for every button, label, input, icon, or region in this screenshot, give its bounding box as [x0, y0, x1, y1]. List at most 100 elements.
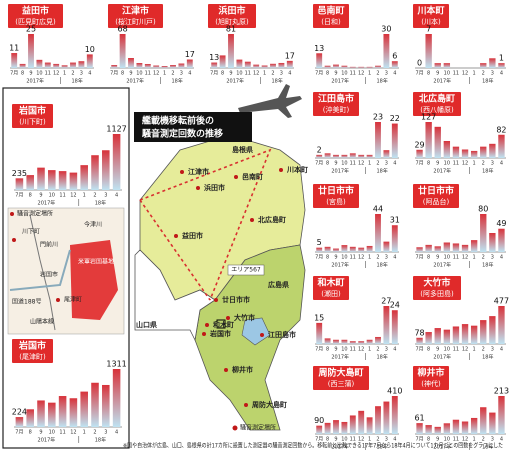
value-label: 7 [426, 25, 431, 34]
bar [78, 61, 85, 68]
bar [244, 61, 251, 68]
bar [480, 407, 487, 434]
chart-subtitle: (桜江町川戸) [115, 17, 156, 26]
x-tick-label: 11 [245, 71, 251, 77]
x-tick-label: 8 [221, 71, 224, 77]
x-tick-label: 4 [393, 161, 396, 167]
x-tick-label: 8 [326, 347, 329, 353]
bar [341, 245, 348, 252]
x-tick-label: 3 [385, 255, 388, 261]
x-tick-label: 12 [358, 161, 364, 167]
value-label: 44 [373, 205, 383, 214]
x-tick-label: 12 [358, 255, 364, 261]
inset-label: 尾津町 [64, 297, 82, 304]
x-tick-label: 8 [427, 437, 430, 443]
bar [452, 146, 460, 158]
bar [375, 122, 381, 158]
inset-dot [12, 238, 16, 242]
year-label: 18年 [95, 437, 106, 444]
bar [461, 421, 469, 434]
site-dot [224, 368, 228, 372]
bar [461, 324, 469, 344]
value-label: 24 [390, 301, 400, 310]
x-tick-label: 12 [70, 430, 76, 436]
x-tick-label: 3 [491, 255, 494, 261]
x-tick-label: 9 [334, 71, 337, 77]
value-label: 1311 [106, 360, 126, 369]
x-tick-label: 2 [482, 437, 485, 443]
year-label: 2017年 [433, 168, 451, 175]
value-label: 10 [85, 45, 95, 54]
x-tick-label: 11 [350, 437, 356, 443]
value-label: 17 [185, 50, 195, 59]
chart-subtitle: (阿多田島) [420, 289, 454, 298]
x-tick-label: 8 [427, 255, 430, 261]
x-tick-label: 10 [236, 71, 242, 77]
bar [391, 225, 398, 252]
x-tick-label: 11 [145, 71, 151, 77]
chart-subtitle: (西八幡原) [420, 105, 454, 114]
value-label: 224 [12, 408, 27, 417]
bar [461, 244, 469, 252]
year-label: 2017年 [331, 78, 349, 85]
x-tick-label: 3 [491, 71, 494, 77]
x-tick-label: 1 [473, 161, 476, 167]
x-tick-label: 10 [341, 161, 347, 167]
x-tick-label: 11 [350, 161, 356, 167]
bar [58, 171, 67, 190]
site-dot [279, 168, 283, 172]
x-tick-label: 2 [482, 255, 485, 261]
value-label: 6 [392, 52, 397, 61]
year-label: 18年 [377, 444, 388, 451]
x-tick-label: 2 [376, 161, 379, 167]
chart-title: 和木町 [316, 277, 344, 289]
bar [261, 65, 268, 68]
x-tick-label: 1 [368, 255, 371, 261]
title-box [208, 4, 256, 28]
area-box [227, 264, 265, 276]
year-label: 2017年 [38, 437, 56, 444]
x-tick-label: 4 [500, 71, 503, 77]
bar [316, 322, 323, 344]
title-box [313, 4, 349, 28]
bar [324, 65, 331, 68]
inset-legend: 騒音測定場所 [17, 210, 53, 218]
x-tick-label: 8 [427, 347, 430, 353]
bar [461, 149, 469, 158]
bar [324, 246, 331, 252]
x-tick-label: 11 [453, 255, 459, 261]
bar [366, 66, 373, 68]
x-tick-label: 7月 [15, 430, 23, 436]
bar [425, 244, 432, 252]
x-tick-label: 2 [482, 347, 485, 353]
x-tick-label: 7月 [415, 71, 423, 77]
bar [366, 417, 373, 434]
bar [161, 66, 168, 68]
bar [53, 63, 60, 68]
x-tick-label: 1 [63, 71, 66, 77]
value-label: 68 [118, 25, 128, 34]
x-tick-label: 9 [39, 430, 42, 436]
value-label: 82 [496, 125, 506, 134]
bar [425, 425, 432, 434]
x-tick-label: 9 [334, 347, 337, 353]
bar [70, 62, 76, 68]
x-tick-label: 2 [71, 71, 74, 77]
x-tick-label: 8 [29, 193, 32, 199]
chart-title: 江津市 [122, 5, 149, 17]
chart-subtitle: (沖美町) [323, 105, 350, 114]
x-tick-label: 8 [326, 161, 329, 167]
bar [36, 59, 43, 68]
x-tick-label: 7月 [415, 437, 423, 443]
x-tick-label: 12 [153, 71, 159, 77]
site-dot [205, 323, 209, 327]
bar [236, 59, 243, 68]
x-tick-label: 4 [88, 71, 91, 77]
value-label: 11 [9, 44, 19, 53]
bar [480, 320, 487, 344]
value-label: 22 [390, 114, 400, 123]
x-tick-label: 10 [49, 193, 55, 199]
x-tick-label: 1 [473, 347, 476, 353]
bar [80, 391, 88, 427]
